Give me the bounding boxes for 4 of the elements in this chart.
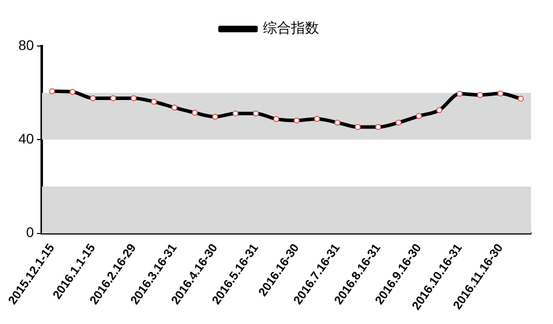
y-tick-label: 0 bbox=[26, 224, 34, 240]
legend-label: 综合指数 bbox=[263, 20, 319, 37]
y-tick-label: 80 bbox=[18, 36, 34, 53]
y-tick-label: 40 bbox=[18, 130, 34, 147]
